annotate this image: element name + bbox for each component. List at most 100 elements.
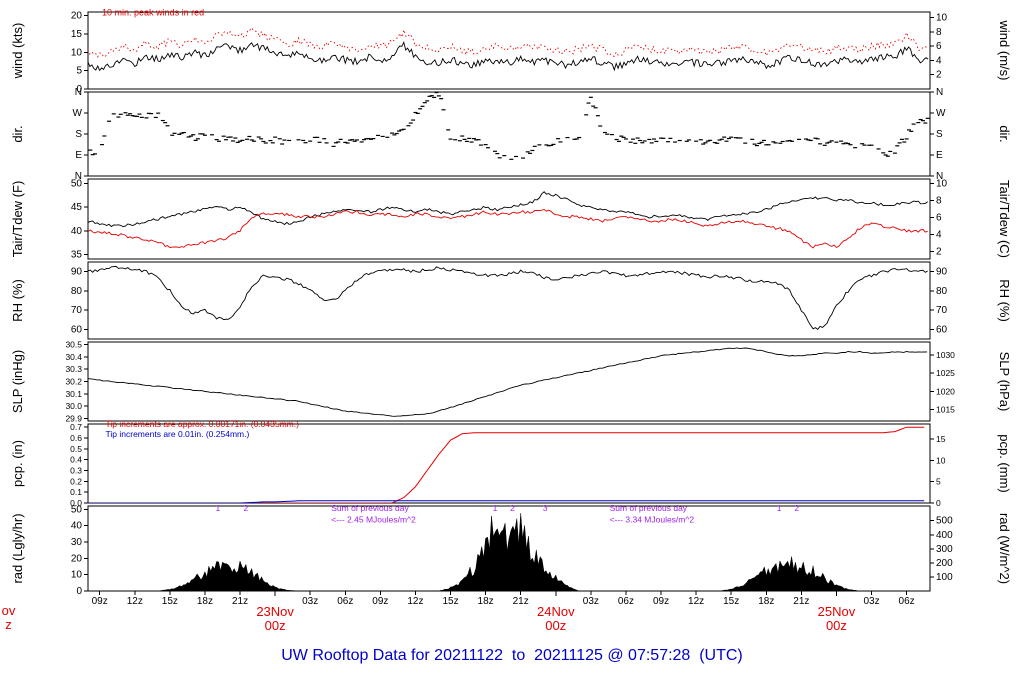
series-group xyxy=(88,92,930,160)
y-tick-label-right: 4 xyxy=(936,230,942,241)
annotation: 1 xyxy=(215,503,220,513)
annotation: Sum of previous day xyxy=(331,503,409,513)
y-axis-label-right: rad (W/m^2) xyxy=(997,513,1012,584)
x-tick-label: 21z xyxy=(513,596,529,607)
x-tick-label: 12z xyxy=(127,596,143,607)
y-axis-label-left: Tair/Tdew (F) xyxy=(10,181,25,258)
x-tick-label: 06z xyxy=(899,596,915,607)
y-tick-label-left: 30.4 xyxy=(65,352,82,362)
panel-frame xyxy=(87,423,931,504)
panel-frame xyxy=(87,91,931,177)
y-tick-label-right: E xyxy=(936,150,943,161)
y-tick-label-left: 30.1 xyxy=(65,389,82,399)
y-tick-label-right: 6 xyxy=(936,41,942,52)
y-tick-label-right: 6 xyxy=(936,213,942,224)
panel-wind: 0 5 10 15 20 2 4 6 8 10 wind (kts) wind (m/s) 10 min… xyxy=(10,8,1012,95)
x-tick-label: 06z xyxy=(618,596,634,607)
x-date-label: 23Nov xyxy=(256,604,294,619)
series-slp xyxy=(88,347,928,417)
panel-rh: 60 70 80 90 60 70 80 90 RH (%) RH (%) xyxy=(10,261,1012,340)
panel-temp: 35 40 45 50 2 4 6 8 10 Tair/Tdew (F) Tair/Tdew (C) xyxy=(10,178,1012,260)
panel-pcp: 0.00.10.20.30.40.50.60.7 0 5 10 15 pcp. (in) p… xyxy=(10,419,1012,508)
y-tick-label-left: 0.7 xyxy=(70,422,82,432)
y-tick-label-right: 8 xyxy=(936,27,942,38)
y-tick-label-left: E xyxy=(75,150,82,161)
x-date-sublabel: 00z xyxy=(545,618,566,633)
clipped-date-label: ov z xyxy=(0,604,17,632)
annotation: 2 xyxy=(794,503,799,513)
y-tick-label-right: 200 xyxy=(936,558,953,569)
series-pcp-cum-blue xyxy=(88,500,925,503)
series-solar-rad xyxy=(88,513,929,591)
y-tick-label-left: 30.3 xyxy=(65,364,82,374)
panel-frame xyxy=(87,178,931,260)
x-axis: 09z 12z 15z 18z 21z 03z 06z 09z 12z 15z 18z 21z 03z 0… xyxy=(92,591,915,633)
x-tick-label: 21z xyxy=(232,596,248,607)
x-tick-label: 09z xyxy=(92,596,108,607)
y-tick-label-left: 5 xyxy=(76,66,82,77)
y-tick-label-left: 0 xyxy=(76,84,82,95)
y-tick-label-right: 4 xyxy=(936,55,942,66)
x-tick-label: 15z xyxy=(723,596,739,607)
y-tick-label-left: 20 xyxy=(71,553,83,564)
panel-frame xyxy=(87,341,931,422)
x-date-sublabel: 00z xyxy=(826,618,847,633)
y-tick-label-left: 0.6 xyxy=(70,433,82,443)
annotation: 2 xyxy=(244,503,249,513)
annotation: Tip increments are approx. 0.00171in. (0… xyxy=(106,419,300,429)
y-tick-label-left: 40 xyxy=(71,226,83,237)
x-tick-label: 03z xyxy=(863,596,879,607)
y-tick-label-right: S xyxy=(936,129,943,140)
y-tick-label-left: 35 xyxy=(71,249,83,260)
y-axis-label-right: RH (%) xyxy=(997,279,1012,322)
annotation: 3 xyxy=(543,503,548,513)
y-axis-label-left: RH (%) xyxy=(10,279,25,322)
series-group xyxy=(88,191,928,249)
y-tick-label-right: 1030 xyxy=(936,350,955,360)
y-tick-label-right: 1015 xyxy=(936,405,955,415)
y-tick-label-left: 70 xyxy=(71,305,83,316)
x-tick-label: 09z xyxy=(653,596,669,607)
series-rh xyxy=(88,265,928,331)
annotation: Tip increments are 0.01in. (0.254mm.) xyxy=(106,429,250,439)
y-tick-label-right: 1020 xyxy=(936,386,955,396)
x-tick-label: 18z xyxy=(197,596,213,607)
y-axis-label-right: pcp. (mm) xyxy=(997,434,1012,493)
clipped-date-line1: ov xyxy=(1,603,16,618)
y-tick-label-left: 50 xyxy=(71,504,83,515)
annotation: 1 xyxy=(777,503,782,513)
y-tick-label-left: 0.5 xyxy=(70,444,82,454)
y-axis-label-left: dir. xyxy=(10,125,25,142)
x-tick-label: 15z xyxy=(442,596,458,607)
y-tick-label-right: 10 xyxy=(936,13,948,24)
y-tick-label-right: N xyxy=(936,171,943,182)
annotation: 2 xyxy=(510,503,515,513)
y-tick-label-right: 80 xyxy=(936,286,948,297)
x-tick-label: 18z xyxy=(758,596,774,607)
y-axis-label-left: SLP (inHg) xyxy=(10,350,25,413)
y-tick-label-left: 80 xyxy=(71,286,83,297)
y-tick-label-right: 400 xyxy=(936,530,953,541)
annotation: <--- 2.45 MJoules/m^2 xyxy=(331,514,416,524)
series-group xyxy=(88,265,928,331)
y-tick-label-right: 70 xyxy=(936,305,948,316)
series-group xyxy=(88,347,928,417)
y-tick-label-left: 10 xyxy=(71,47,83,58)
y-tick-label-right: N xyxy=(936,87,943,98)
y-tick-label-left: 15 xyxy=(71,29,83,40)
y-tick-label-right: 100 xyxy=(936,572,953,583)
series-group xyxy=(88,27,929,72)
y-tick-label-left: 60 xyxy=(71,324,83,335)
x-tick-label: 15z xyxy=(162,596,178,607)
series-tair xyxy=(88,191,928,228)
y-tick-label-right: 10 xyxy=(936,455,946,465)
y-tick-label-right: 300 xyxy=(936,544,953,555)
y-tick-label-right: 10 xyxy=(936,179,948,190)
x-date-label: 25Nov xyxy=(818,604,856,619)
y-tick-label-right: W xyxy=(936,108,946,119)
y-axis-label-left: pcp. (in) xyxy=(10,440,25,487)
y-axis-label-right: SLP (hPa) xyxy=(997,352,1012,412)
y-tick-label-right: 15 xyxy=(936,434,946,444)
